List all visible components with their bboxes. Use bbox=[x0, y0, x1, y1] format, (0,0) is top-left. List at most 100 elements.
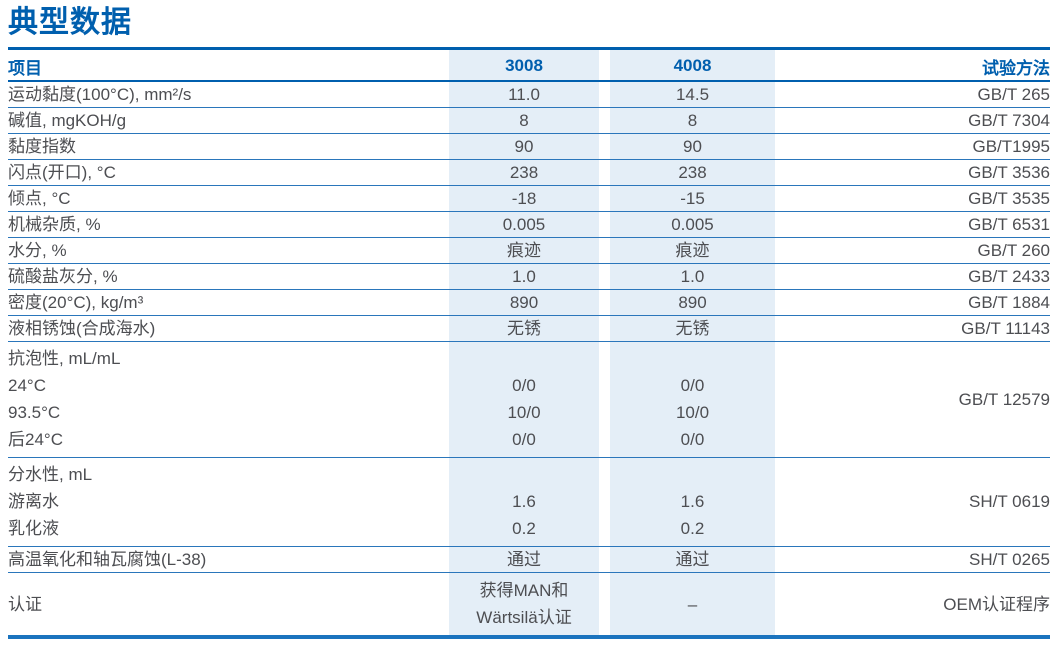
table-header-row: 项目 3008 4008 试验方法 bbox=[8, 50, 1050, 82]
column-gap bbox=[599, 50, 610, 82]
column-gap-cell bbox=[599, 107, 610, 134]
cell-line: 0/0 bbox=[512, 430, 536, 449]
cell-line bbox=[610, 345, 775, 372]
col-header-4008: 4008 bbox=[610, 50, 775, 82]
table-row: 硫酸盐灰分, % 1.0 1.0 GB/T 2433 bbox=[8, 263, 1050, 290]
value-3008-cell: 238 bbox=[449, 159, 599, 186]
method-cell: GB/T 7304 bbox=[775, 107, 1050, 134]
cell-line: 1.6 bbox=[512, 492, 536, 511]
method-cell: OEM认证程序 bbox=[775, 572, 1050, 639]
value-3008-cell: 通过 bbox=[449, 546, 599, 573]
col-header-item: 项目 bbox=[8, 50, 449, 82]
value-4008-cell: 1.6 0.2 bbox=[610, 457, 775, 547]
item-cell: 倾点, °C bbox=[8, 185, 449, 212]
column-gap-cell bbox=[599, 572, 610, 639]
value-3008-cell: 痕迹 bbox=[449, 237, 599, 264]
datasheet-page: 典型数据 项目 3008 4008 试验方法 运动黏度(100°C), mm²/… bbox=[8, 6, 1050, 639]
value-4008-cell: -15 bbox=[610, 185, 775, 212]
column-gap-cell bbox=[599, 315, 610, 342]
cell-line: 10/0 bbox=[675, 403, 710, 422]
cell-line: 24°C bbox=[8, 376, 46, 395]
column-gap-cell bbox=[599, 289, 610, 316]
method-cell: GB/T 11143 bbox=[775, 315, 1050, 342]
typical-data-table: 项目 3008 4008 试验方法 运动黏度(100°C), mm²/s 11.0… bbox=[8, 50, 1050, 639]
cell-line: 0/0 bbox=[680, 376, 705, 395]
cell-line: 1.6 bbox=[680, 492, 705, 511]
value-4008-cell: 通过 bbox=[610, 546, 775, 573]
item-cell: 机械杂质, % bbox=[8, 211, 449, 238]
cell-line: 后24°C bbox=[8, 430, 63, 449]
cell-line bbox=[449, 461, 599, 488]
item-cell: 碱值, mgKOH/g bbox=[8, 107, 449, 134]
value-4008-cell: 8 bbox=[610, 107, 775, 134]
table-row: 机械杂质, % 0.005 0.005 GB/T 6531 bbox=[8, 211, 1050, 238]
item-cell: 液相锈蚀(合成海水) bbox=[8, 315, 449, 342]
value-3008-cell: 0.005 bbox=[449, 211, 599, 238]
value-3008-cell: 1.0 bbox=[449, 263, 599, 290]
value-4008-cell: 无锈 bbox=[610, 315, 775, 342]
table-row: 液相锈蚀(合成海水) 无锈 无锈 GB/T 11143 bbox=[8, 315, 1050, 342]
cell-line: 0.2 bbox=[680, 519, 705, 538]
table-row: 碱值, mgKOH/g 8 8 GB/T 7304 bbox=[8, 107, 1050, 134]
table-row: 认证 获得MAN和 Wärtsilä认证 – OEM认证程序 bbox=[8, 572, 1050, 639]
table-row: 抗泡性, mL/mL 24°C 93.5°C 后24°C 0/0 10/0 0/0 0/0 10… bbox=[8, 341, 1050, 458]
cell-line: 93.5°C bbox=[8, 403, 61, 422]
item-cell: 硫酸盐灰分, % bbox=[8, 263, 449, 290]
table-row: 倾点, °C -18 -15 GB/T 3535 bbox=[8, 185, 1050, 212]
value-4008-cell: 90 bbox=[610, 133, 775, 160]
item-cell: 抗泡性, mL/mL 24°C 93.5°C 后24°C bbox=[8, 341, 449, 458]
item-cell: 黏度指数 bbox=[8, 133, 449, 160]
method-cell: GB/T 3536 bbox=[775, 159, 1050, 186]
value-4008-cell: 痕迹 bbox=[610, 237, 775, 264]
method-cell: SH/T 0265 bbox=[775, 546, 1050, 573]
value-3008-cell: 11.0 bbox=[449, 81, 599, 108]
item-cell: 高温氧化和轴瓦腐蚀(L-38) bbox=[8, 546, 449, 573]
title-underline bbox=[8, 47, 1050, 50]
value-3008-cell: 890 bbox=[449, 289, 599, 316]
value-3008-cell: 90 bbox=[449, 133, 599, 160]
item-cell: 运动黏度(100°C), mm²/s bbox=[8, 81, 449, 108]
col-header-3008: 3008 bbox=[449, 50, 599, 82]
cell-line: 10/0 bbox=[507, 403, 541, 422]
cell-line bbox=[449, 345, 599, 372]
item-cell: 认证 bbox=[8, 572, 449, 639]
column-gap-cell bbox=[599, 185, 610, 212]
table-body: 运动黏度(100°C), mm²/s 11.0 14.5 GB/T 265 碱值, mg… bbox=[8, 81, 1050, 639]
column-gap-cell bbox=[599, 237, 610, 264]
method-cell: GB/T 2433 bbox=[775, 263, 1050, 290]
value-3008-cell: 8 bbox=[449, 107, 599, 134]
cell-line: 0/0 bbox=[680, 430, 705, 449]
value-4008-cell: 1.0 bbox=[610, 263, 775, 290]
column-gap-cell bbox=[599, 133, 610, 160]
value-4008-cell: – bbox=[610, 572, 775, 639]
column-gap-cell bbox=[599, 341, 610, 458]
col-header-method: 试验方法 bbox=[775, 50, 1050, 82]
method-cell: GB/T 265 bbox=[775, 81, 1050, 108]
cell-line bbox=[610, 461, 775, 488]
table-row: 运动黏度(100°C), mm²/s 11.0 14.5 GB/T 265 bbox=[8, 81, 1050, 108]
column-gap-cell bbox=[599, 546, 610, 573]
value-3008-cell: 获得MAN和 Wärtsilä认证 bbox=[449, 572, 599, 639]
column-gap-cell bbox=[599, 81, 610, 108]
table-row: 水分, % 痕迹 痕迹 GB/T 260 bbox=[8, 237, 1050, 264]
method-cell: GB/T 1884 bbox=[775, 289, 1050, 316]
page-title: 典型数据 bbox=[8, 6, 132, 39]
item-cell: 分水性, mL 游离水 乳化液 bbox=[8, 457, 449, 547]
table-row: 闪点(开口), °C 238 238 GB/T 3536 bbox=[8, 159, 1050, 186]
cell-line: 乳化液 bbox=[8, 519, 59, 538]
value-4008-cell: 890 bbox=[610, 289, 775, 316]
table-row: 密度(20°C), kg/m³ 890 890 GB/T 1884 bbox=[8, 289, 1050, 316]
method-cell: GB/T 6531 bbox=[775, 211, 1050, 238]
item-cell: 密度(20°C), kg/m³ bbox=[8, 289, 449, 316]
value-3008-cell: 无锈 bbox=[449, 315, 599, 342]
value-3008-cell: 0/0 10/0 0/0 bbox=[449, 341, 599, 458]
item-cell: 水分, % bbox=[8, 237, 449, 264]
method-cell: GB/T 3535 bbox=[775, 185, 1050, 212]
value-4008-cell: 0/0 10/0 0/0 bbox=[610, 341, 775, 458]
cell-line: 分水性, mL bbox=[8, 465, 93, 484]
value-4008-cell: 14.5 bbox=[610, 81, 775, 108]
cell-line: 抗泡性, mL/mL bbox=[8, 349, 121, 368]
table-row: 高温氧化和轴瓦腐蚀(L-38) 通过 通过 SH/T 0265 bbox=[8, 546, 1050, 573]
column-gap-cell bbox=[599, 263, 610, 290]
column-gap-cell bbox=[599, 211, 610, 238]
